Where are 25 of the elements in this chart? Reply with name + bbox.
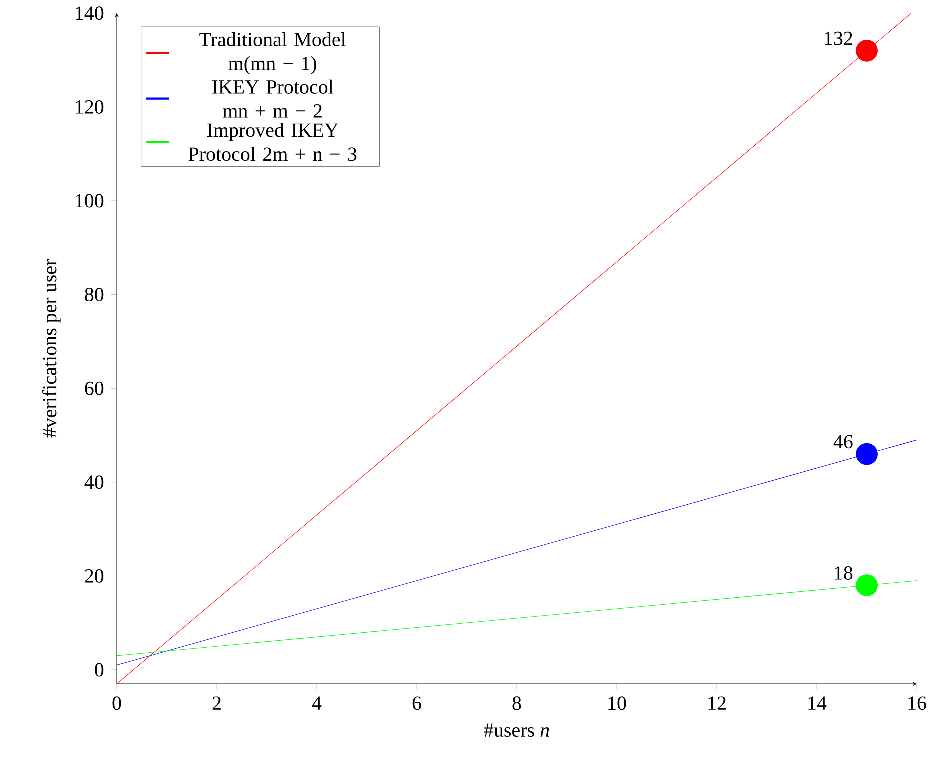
y-tick-label: 60 [85,382,104,396]
x-tick-label: 14 [808,696,827,710]
legend-label: Traditional Model m(mn − 1) [200,32,346,75]
x-tick-label: 10 [608,696,626,710]
data-label: 46 [834,435,853,449]
y-tick-label: 40 [84,476,104,490]
x-axis-title: #users n [484,724,550,738]
y-tick-label: 120 [76,100,104,114]
x-tick-label: 2 [212,696,221,710]
y-tick-label: 20 [85,569,104,583]
x-tick-label: 8 [512,696,522,710]
legend-label: IKEY Protocol mn + m − 2 [212,80,334,118]
data-label: 18 [835,566,853,580]
x-tick-label: 4 [312,696,322,710]
legend-label: Improved IKEY Protocol 2m + n − 3 [188,123,357,162]
x-tick-label: 12 [708,696,726,710]
y-tick-label: 140 [76,6,104,20]
x-tick-label: 6 [412,696,422,710]
x-tick-label: 0 [112,696,122,710]
y-tick-label: 0 [95,663,104,677]
x-tick-label: 16 [908,696,926,710]
y-tick-label: 100 [76,194,104,208]
y-tick-label: 80 [85,288,104,302]
y-axis-title: #verifications per user [42,259,61,438]
data-label: 132 [825,32,852,46]
